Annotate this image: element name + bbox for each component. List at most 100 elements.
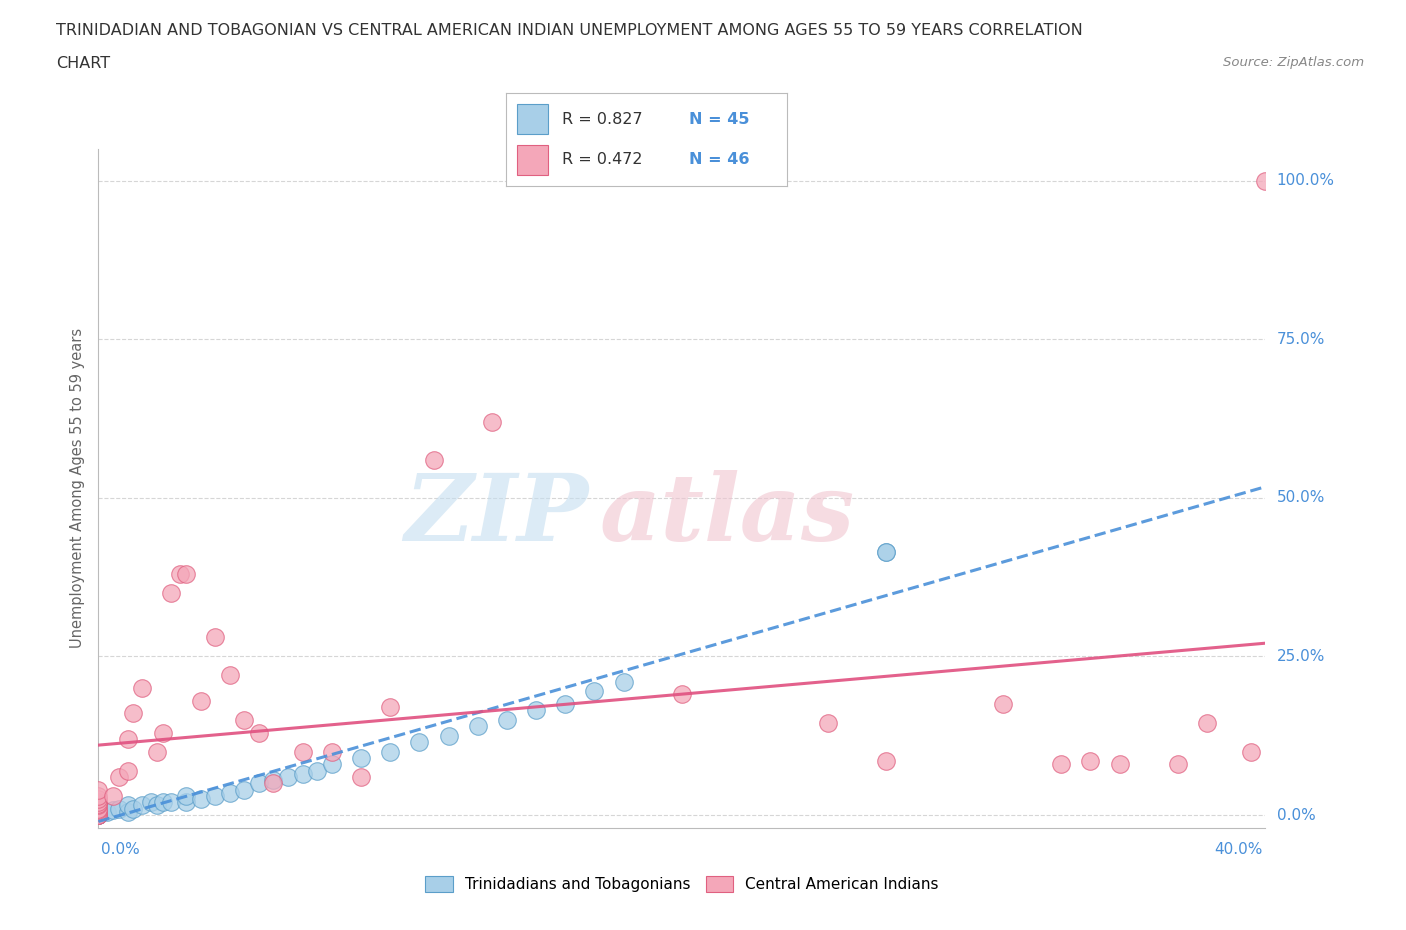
Point (307, 764, 329, 778)
Text: 0.0%: 0.0% (1277, 807, 1315, 822)
Point (87, 791, 110, 806)
Point (350, 769, 373, 784)
Text: 50.0%: 50.0% (1277, 490, 1324, 505)
Point (87, 802, 110, 817)
Point (87, 798, 110, 813)
Point (1254, 173, 1277, 188)
Point (87, 796, 110, 811)
Text: 0.0%: 0.0% (101, 842, 141, 857)
Point (583, 684, 606, 698)
Point (1240, 744, 1263, 759)
Point (122, 706, 145, 721)
Point (277, 769, 299, 784)
Point (262, 776, 284, 790)
Point (321, 744, 343, 759)
Point (378, 699, 402, 714)
Point (817, 715, 839, 730)
Text: CHART: CHART (56, 56, 110, 71)
Point (875, 753, 897, 768)
Point (190, 694, 212, 709)
Point (117, 764, 139, 778)
Legend: Trinidadians and Tobagonians, Central American Indians: Trinidadians and Tobagonians, Central Am… (419, 870, 945, 898)
Text: R = 0.827: R = 0.827 (562, 112, 643, 126)
Point (174, 566, 197, 581)
Y-axis label: Unemployment Among Ages 55 to 59 years: Unemployment Among Ages 55 to 59 years (70, 328, 86, 648)
Point (612, 674, 634, 689)
Point (87, 807, 110, 822)
Text: 25.0%: 25.0% (1277, 649, 1324, 664)
Point (350, 751, 373, 765)
Point (87, 804, 110, 819)
Point (291, 744, 314, 759)
Text: TRINIDADIAN AND TOBAGONIAN VS CENTRAL AMERICAN INDIAN UNEMPLOYMENT AMONG AGES 55: TRINIDADIAN AND TOBAGONIAN VS CENTRAL AM… (56, 23, 1083, 38)
Text: 75.0%: 75.0% (1277, 332, 1324, 347)
Point (87, 807, 110, 822)
Point (87, 807, 110, 822)
Point (87, 807, 110, 822)
Point (408, 735, 430, 750)
Point (152, 795, 174, 810)
Text: Source: ZipAtlas.com: Source: ZipAtlas.com (1223, 56, 1364, 69)
Point (218, 668, 240, 683)
Point (117, 804, 139, 819)
Point (233, 712, 256, 727)
Text: atlas: atlas (600, 471, 855, 561)
Point (671, 687, 693, 702)
Point (122, 802, 145, 817)
Point (169, 566, 191, 581)
Point (247, 725, 270, 740)
Text: ZIP: ZIP (405, 471, 589, 561)
Point (174, 795, 197, 810)
Point (524, 703, 547, 718)
Point (139, 795, 162, 810)
Point (991, 697, 1014, 711)
Point (174, 789, 197, 804)
Point (160, 795, 183, 810)
Point (204, 630, 226, 644)
FancyBboxPatch shape (517, 145, 548, 175)
Point (108, 769, 131, 784)
Point (1167, 757, 1189, 772)
Point (160, 586, 183, 601)
Point (495, 712, 517, 727)
Point (1108, 757, 1130, 772)
Point (87, 802, 110, 817)
Point (87, 807, 110, 822)
Point (87, 798, 110, 813)
Point (131, 681, 153, 696)
Point (190, 791, 212, 806)
Point (87, 795, 110, 810)
Point (247, 776, 270, 790)
Point (378, 744, 402, 759)
Point (1080, 753, 1102, 768)
Point (87, 789, 110, 804)
Point (96, 804, 118, 819)
Point (437, 728, 460, 743)
Point (87, 804, 110, 819)
Point (87, 803, 110, 817)
Point (146, 798, 169, 813)
Point (117, 798, 139, 813)
Point (423, 452, 446, 467)
Point (101, 789, 124, 804)
Point (875, 544, 897, 559)
Point (87, 803, 110, 817)
Point (233, 782, 256, 797)
Point (204, 789, 226, 804)
Point (108, 802, 131, 817)
Point (117, 731, 139, 746)
Text: 40.0%: 40.0% (1215, 842, 1263, 857)
Point (87, 800, 110, 815)
Point (262, 773, 284, 788)
Point (481, 414, 503, 429)
Point (146, 744, 169, 759)
Point (1195, 715, 1218, 730)
Point (152, 725, 174, 740)
FancyBboxPatch shape (517, 104, 548, 134)
Point (87, 807, 110, 822)
Text: N = 46: N = 46 (689, 153, 749, 167)
Point (87, 796, 110, 811)
Point (87, 782, 110, 797)
Point (101, 803, 124, 817)
Point (218, 785, 240, 800)
